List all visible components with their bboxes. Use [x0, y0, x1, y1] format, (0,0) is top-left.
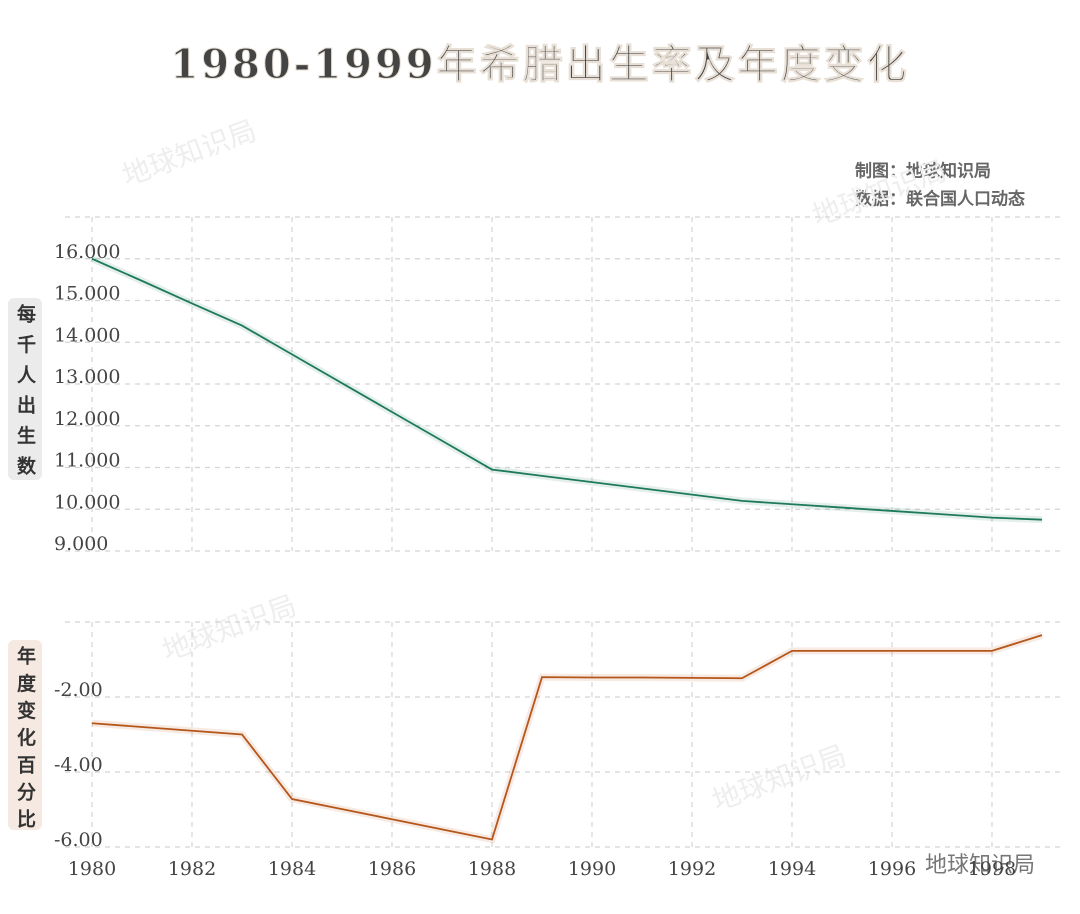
- y-tick-label: 13.000: [54, 366, 120, 388]
- x-tick-label: 1988: [468, 858, 516, 880]
- y-label-box: [8, 298, 42, 480]
- line-glow: [91, 631, 1044, 844]
- y-label-box: [8, 640, 42, 830]
- y-axis-label: 每千人出生数: [14, 303, 36, 486]
- x-tick-label: 1986: [368, 858, 416, 880]
- line: [91, 257, 1043, 521]
- x-tick-label: 1990: [568, 858, 616, 880]
- watermark: 地球知识局: [158, 589, 301, 668]
- y-tick-label: 14.000: [54, 324, 120, 346]
- x-tick-label: 1994: [768, 858, 816, 880]
- x-tick-label: 1980: [68, 858, 116, 880]
- y-tick-label: 12.000: [54, 408, 120, 430]
- y-tick-label: 9.000: [54, 533, 108, 555]
- y-tick-label: -2.00: [54, 679, 103, 701]
- line: [91, 634, 1043, 841]
- source: 数据：联合国人口动态: [855, 189, 1025, 210]
- y-axis-label: 年度变化百分比: [14, 645, 36, 836]
- x-tick-label: 1984: [268, 858, 316, 880]
- watermark-logo: 地球知识局: [925, 853, 1035, 878]
- chart-title: 1980-1999年希腊出生率及年度变化: [170, 41, 909, 88]
- x-tick-label: 1982: [168, 858, 216, 880]
- y-tick-label: 10.000: [54, 491, 120, 513]
- x-tick-label: 1996: [868, 858, 916, 880]
- watermark: 地球知识局: [708, 739, 851, 818]
- y-tick-label: 11.000: [54, 450, 120, 472]
- y-tick-label: 16.000: [54, 241, 120, 263]
- credit: 制图：地球知识局: [855, 161, 991, 182]
- x-tick-label: 1998: [968, 858, 1016, 880]
- watermark: 地球知识局: [118, 114, 261, 193]
- line-glow: [90, 255, 1043, 524]
- x-tick-label: 1992: [668, 858, 716, 880]
- y-tick-label: -4.00: [54, 754, 103, 776]
- y-tick-label: 15.000: [54, 283, 120, 305]
- y-tick-label: -6.00: [54, 829, 103, 851]
